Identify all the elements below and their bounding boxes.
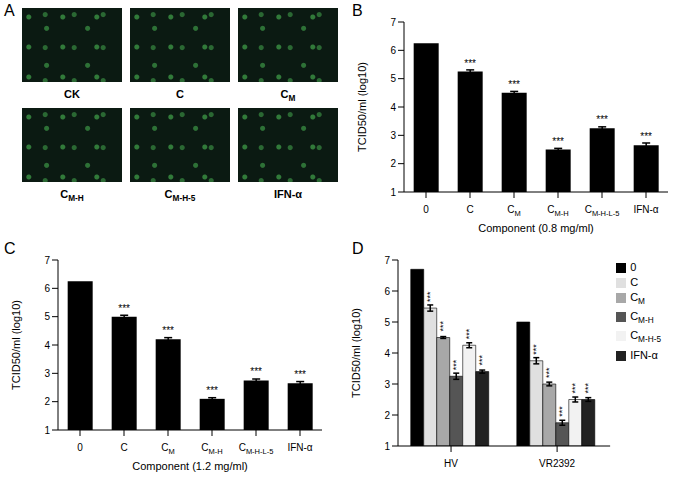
- svg-text:CM: CM: [507, 204, 520, 218]
- svg-text:7: 7: [384, 255, 390, 266]
- html-text:D: D: [352, 240, 364, 257]
- svg-text:***: ***: [294, 369, 306, 380]
- svg-text:***: ***: [544, 367, 554, 378]
- svg-text:HV: HV: [444, 458, 458, 469]
- svg-text:6: 6: [384, 286, 390, 297]
- svg-text:***: ***: [206, 385, 218, 396]
- svg-text:5: 5: [44, 311, 50, 322]
- svg-text:***: ***: [118, 303, 130, 314]
- svg-text:TCID50/ml (log10): TCID50/ml (log10): [350, 308, 362, 398]
- svg-text:***: ***: [531, 344, 541, 355]
- html-text:CM: CM: [630, 291, 645, 307]
- svg-text:***: ***: [464, 328, 474, 339]
- svg-text:0: 0: [423, 204, 429, 215]
- svg-text:4: 4: [44, 340, 50, 351]
- svg-text:***: ***: [250, 366, 262, 377]
- svg-text:***: ***: [451, 359, 461, 370]
- svg-text:2: 2: [44, 396, 50, 407]
- svg-text:***: ***: [438, 320, 448, 331]
- svg-text:3: 3: [390, 130, 396, 141]
- svg-text:TCID50/ml (log10): TCID50/ml (log10): [10, 300, 22, 390]
- svg-text:***: ***: [464, 58, 476, 69]
- svg-text:***: ***: [552, 136, 564, 147]
- svg-text:CM-H: CM-H: [201, 442, 222, 456]
- html-text:CM-H: CM-H: [630, 310, 654, 326]
- svg-text:CM-H: CM-H: [547, 204, 568, 218]
- svg-text:3: 3: [384, 379, 390, 390]
- html-text:C: C: [4, 240, 16, 257]
- html-text:B: B: [352, 2, 363, 19]
- svg-text:***: ***: [425, 291, 435, 302]
- svg-text:CM-H-L-5: CM-H-L-5: [585, 204, 620, 218]
- svg-text:***: ***: [570, 382, 580, 393]
- svg-text:1: 1: [384, 441, 390, 452]
- svg-text:***: ***: [162, 325, 174, 336]
- html-text:C: C: [630, 276, 639, 288]
- svg-text:6: 6: [390, 45, 396, 56]
- svg-text:7: 7: [44, 255, 50, 266]
- svg-text:C: C: [466, 204, 473, 215]
- svg-text:***: ***: [640, 131, 652, 142]
- svg-text:Component (1.2 mg/ml): Component (1.2 mg/ml): [132, 460, 248, 472]
- html-text:IFN-α: IFN-α: [273, 188, 303, 200]
- svg-text:C: C: [120, 442, 127, 453]
- svg-text:2: 2: [384, 410, 390, 421]
- svg-text:Component (0.8 mg/ml): Component (0.8 mg/ml): [478, 222, 594, 234]
- svg-text:VR2392: VR2392: [539, 458, 576, 469]
- svg-text:***: ***: [477, 355, 487, 366]
- svg-text:IFN-α: IFN-α: [633, 204, 658, 215]
- html-text:A: A: [4, 2, 15, 19]
- svg-text:7: 7: [390, 17, 396, 28]
- svg-text:TCID50/ml (log10): TCID50/ml (log10): [356, 62, 368, 152]
- html-text:0: 0: [630, 261, 637, 273]
- html-text:C: C: [176, 88, 184, 100]
- html-text:CM-H-5: CM-H-5: [630, 329, 661, 345]
- html-text:CM: CM: [280, 88, 296, 104]
- svg-text:6: 6: [44, 283, 50, 294]
- svg-text:5: 5: [384, 317, 390, 328]
- svg-text:1: 1: [44, 425, 50, 436]
- svg-text:***: ***: [557, 406, 567, 417]
- svg-text:CM-H-L-5: CM-H-L-5: [239, 442, 274, 456]
- svg-text:0: 0: [77, 442, 83, 453]
- svg-text:4: 4: [390, 102, 396, 113]
- svg-text:***: ***: [596, 114, 608, 125]
- svg-text:4: 4: [384, 348, 390, 359]
- html-text:IFN-α: IFN-α: [630, 348, 658, 361]
- svg-text:CM: CM: [161, 442, 174, 456]
- html-text:CK: CK: [64, 88, 80, 100]
- svg-text:IFN-α: IFN-α: [287, 442, 312, 453]
- svg-text:***: ***: [583, 382, 593, 393]
- html-text:CM-H-5: CM-H-5: [164, 188, 196, 204]
- svg-text:3: 3: [44, 368, 50, 379]
- html-text:CM-H: CM-H: [60, 188, 84, 204]
- svg-text:1: 1: [390, 187, 396, 198]
- svg-text:2: 2: [390, 158, 396, 169]
- svg-text:***: ***: [508, 79, 520, 90]
- svg-text:5: 5: [390, 73, 396, 84]
